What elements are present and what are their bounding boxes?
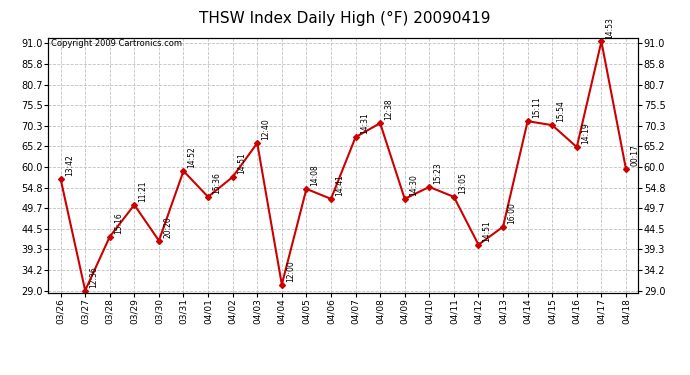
Text: 15:23: 15:23: [433, 162, 442, 184]
Text: 12:40: 12:40: [262, 118, 270, 140]
Text: 13:42: 13:42: [65, 154, 74, 176]
Text: 14:08: 14:08: [310, 164, 319, 186]
Text: 15:16: 15:16: [114, 212, 123, 234]
Text: 12:38: 12:38: [384, 99, 393, 120]
Text: 13:05: 13:05: [458, 172, 467, 194]
Text: 15:11: 15:11: [532, 97, 541, 118]
Text: 15:36: 15:36: [213, 172, 221, 194]
Text: 12:00: 12:00: [286, 260, 295, 282]
Text: 16:00: 16:00: [507, 202, 516, 224]
Text: 20:20: 20:20: [163, 216, 172, 238]
Text: 14:19: 14:19: [581, 123, 590, 144]
Text: 14:51: 14:51: [237, 152, 246, 174]
Text: THSW Index Daily High (°F) 20090419: THSW Index Daily High (°F) 20090419: [199, 11, 491, 26]
Text: 14:41: 14:41: [335, 174, 344, 196]
Text: 14:30: 14:30: [409, 174, 418, 196]
Text: Copyright 2009 Cartronics.com: Copyright 2009 Cartronics.com: [51, 39, 182, 48]
Text: 00:17: 00:17: [630, 144, 639, 166]
Text: 14:52: 14:52: [188, 147, 197, 168]
Text: 15:54: 15:54: [556, 100, 565, 122]
Text: 12:36: 12:36: [89, 266, 99, 288]
Text: 14:31: 14:31: [359, 112, 368, 134]
Text: 14:51: 14:51: [482, 220, 492, 242]
Text: 11:21: 11:21: [139, 181, 148, 202]
Text: 14:53: 14:53: [606, 17, 615, 39]
